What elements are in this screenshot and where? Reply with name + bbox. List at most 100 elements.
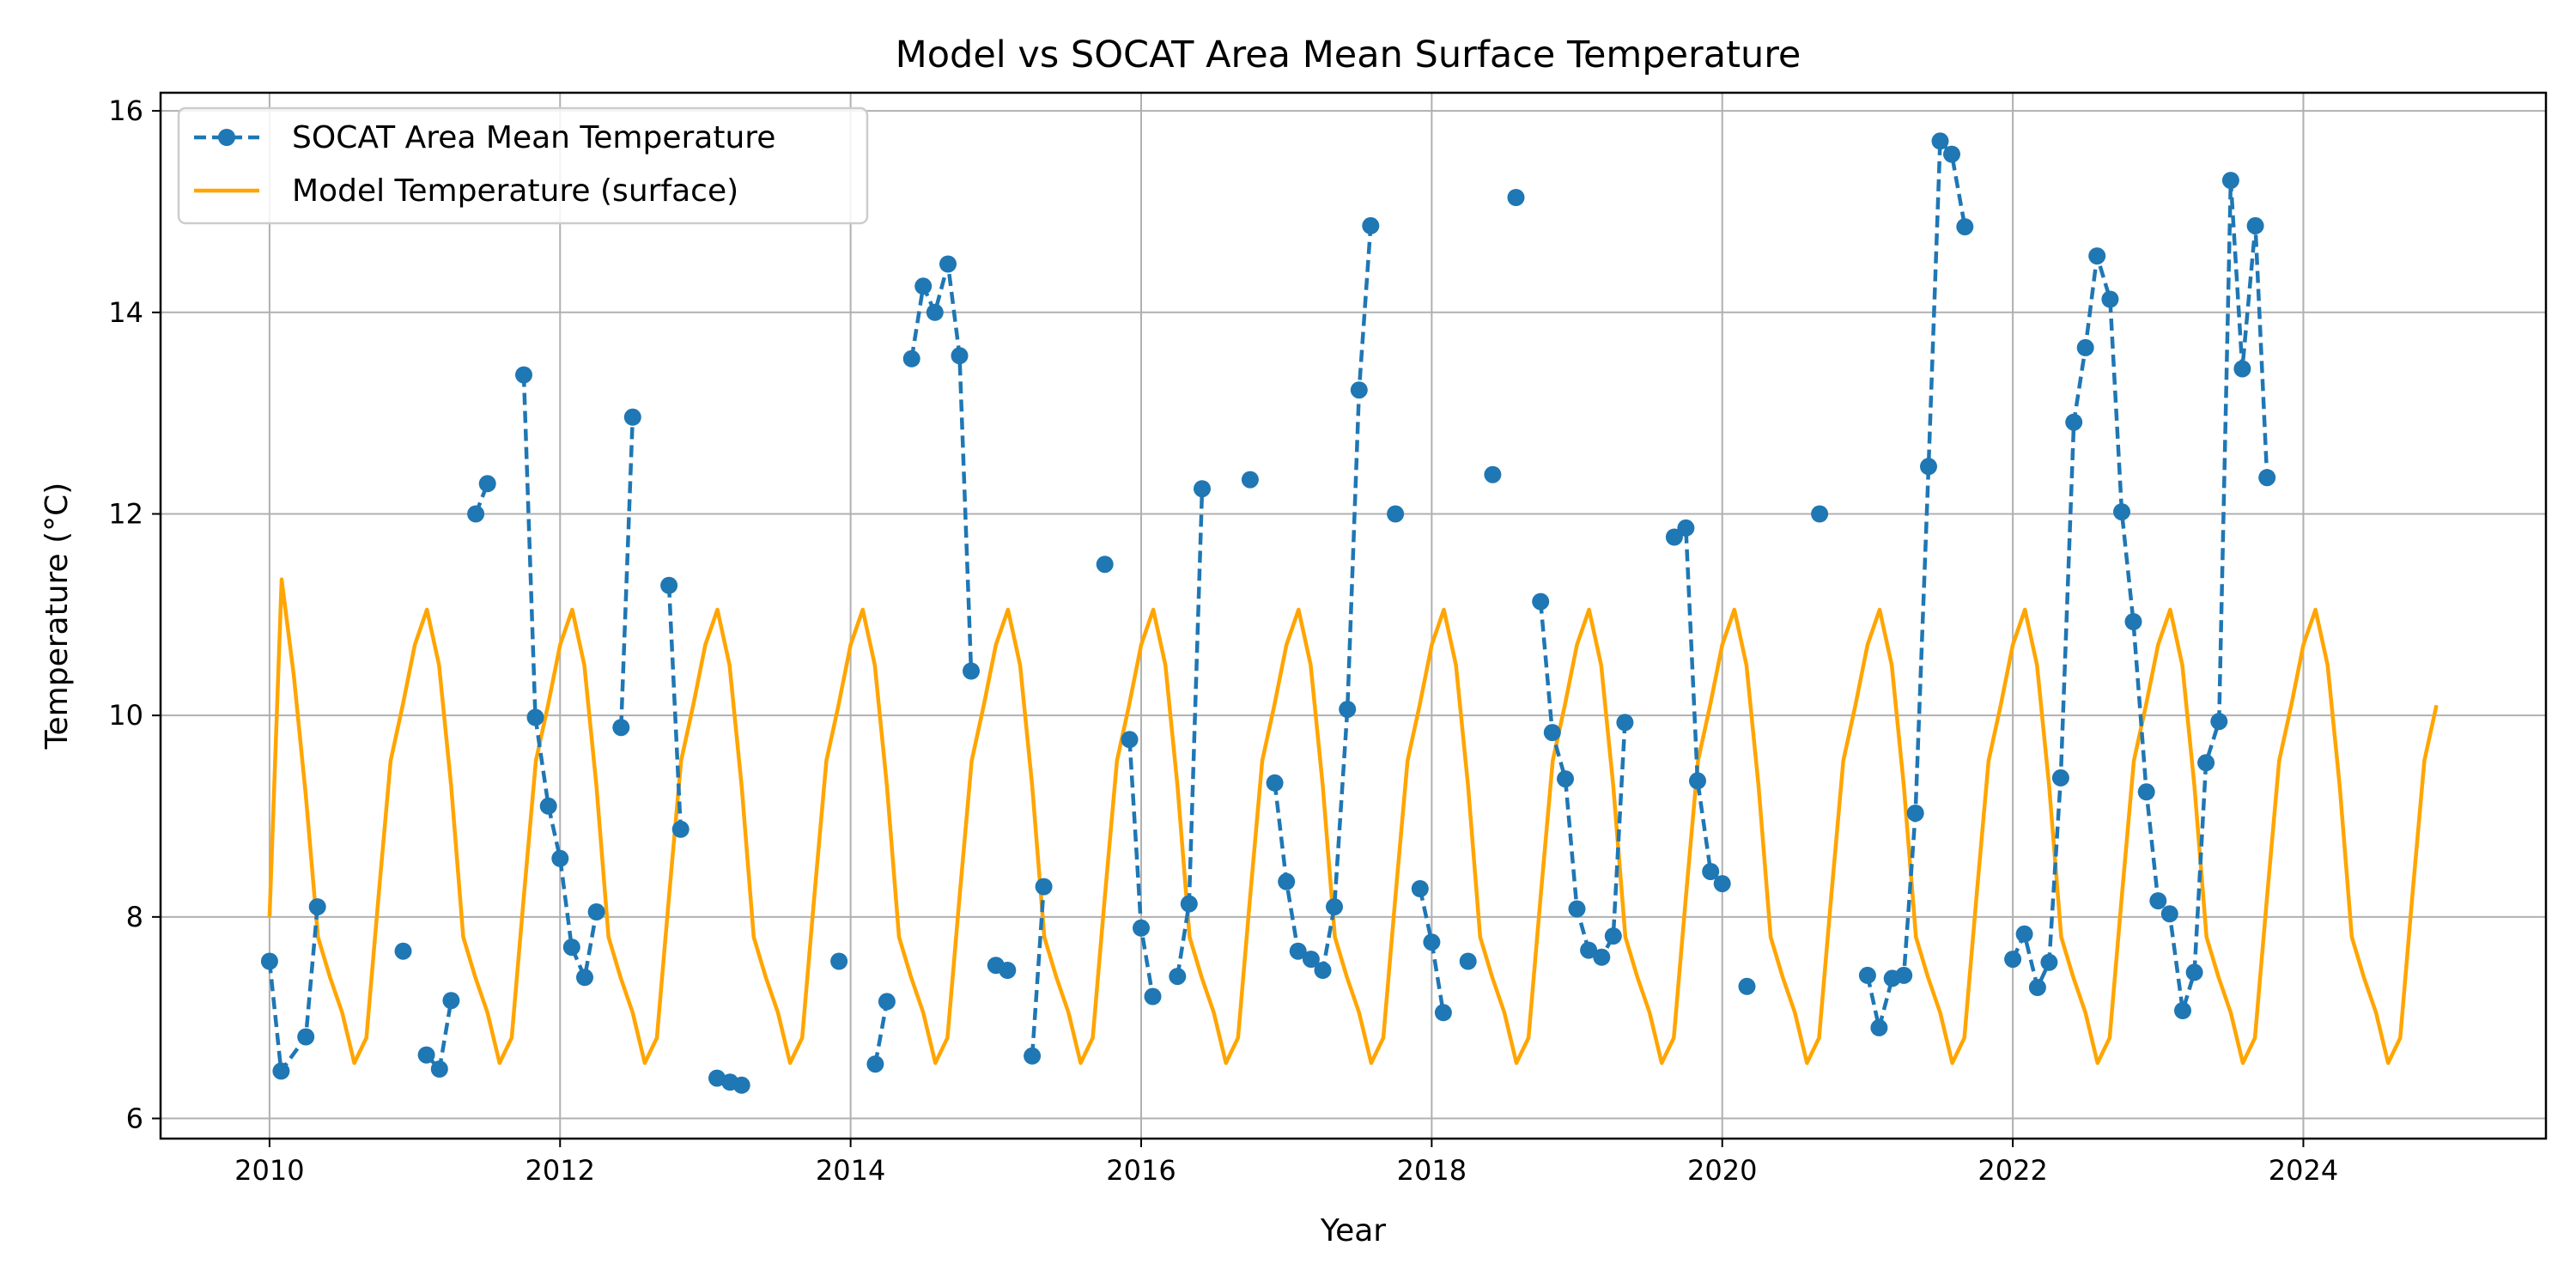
socat-point — [2004, 951, 2022, 969]
socat-point — [272, 1062, 290, 1080]
socat-point — [2185, 963, 2203, 981]
legend-box — [177, 106, 869, 225]
socat-point — [1096, 556, 1114, 574]
socat-point — [1895, 966, 1913, 984]
socat-point — [732, 1076, 750, 1094]
chart-title: Model vs SOCAT Area Mean Surface Tempera… — [896, 33, 1801, 76]
socat-point — [442, 992, 460, 1010]
legend-model-label: Model Temperature (surface) — [292, 173, 738, 209]
socat-point — [1423, 933, 1441, 951]
socat-point — [1738, 977, 1756, 995]
socat-point — [1314, 962, 1332, 979]
legend-socat-label: SOCAT Area Mean Temperature — [292, 120, 775, 155]
y-tick-label: 16 — [108, 94, 143, 127]
socat-point — [866, 1055, 884, 1073]
x-tick-label: 2014 — [816, 1154, 885, 1187]
socat-point — [939, 255, 957, 273]
socat-line-segment — [619, 416, 635, 728]
y-tick-label: 14 — [108, 296, 143, 329]
socat-point — [623, 408, 641, 426]
socat-point — [1858, 966, 1876, 984]
socat-point — [1387, 505, 1405, 523]
socat-point — [2258, 469, 2276, 487]
y-tick-label: 10 — [108, 699, 143, 732]
x-tick-label: 2016 — [1106, 1154, 1176, 1187]
y-tick-label: 8 — [126, 901, 143, 933]
socat-point — [1339, 701, 1357, 719]
x-tick-label: 2018 — [1397, 1154, 1467, 1187]
socat-point — [1811, 505, 1829, 523]
y-tick-label: 6 — [126, 1103, 143, 1135]
socat-point — [1943, 145, 1960, 163]
socat-point — [1956, 218, 1974, 236]
socat-point — [2028, 979, 2046, 996]
socat-point — [2246, 216, 2264, 234]
socat-point — [467, 505, 485, 523]
plot-area-frame — [159, 91, 2548, 1140]
socat-point — [2113, 503, 2130, 521]
x-tick-label: 2020 — [1687, 1154, 1757, 1187]
socat-point — [2137, 783, 2155, 801]
socat-point — [902, 349, 920, 368]
socat-point — [2174, 1002, 2191, 1019]
socat-point — [951, 347, 969, 365]
socat-point — [1507, 189, 1525, 206]
socat-line-segment — [1030, 886, 1046, 1056]
socat-point — [1484, 465, 1502, 483]
socat-point — [612, 719, 630, 737]
axis-ticks: 2010 2012 2014 2016 2018 2020 2022 2024 6 8 10 12 14… — [108, 94, 2338, 1187]
socat-point — [1557, 770, 1574, 788]
socat-point — [1024, 1047, 1042, 1065]
socat-point — [1302, 951, 1320, 969]
socat-point — [1702, 863, 1720, 880]
socat-point — [914, 277, 933, 295]
socat-point — [1241, 471, 1259, 489]
socat-point — [417, 1046, 435, 1064]
model-series — [267, 577, 2439, 1066]
socat-point — [1180, 895, 1198, 913]
model-line — [267, 577, 2439, 1066]
x-tick-label: 2010 — [234, 1154, 304, 1187]
socat-point — [1411, 880, 1429, 897]
socat-point — [1326, 898, 1343, 916]
socat-line-segment — [873, 1000, 890, 1065]
socat-point — [830, 952, 848, 970]
socat-point — [308, 898, 326, 916]
socat-point — [1931, 132, 1949, 150]
legend: SOCAT Area Mean Temperature Model Temper… — [177, 106, 869, 225]
socat-point — [2040, 953, 2058, 971]
socat-point — [1266, 774, 1284, 792]
socat-point — [2160, 905, 2178, 923]
socat-point — [2088, 247, 2106, 265]
socat-point — [963, 662, 980, 680]
socat-point — [394, 942, 412, 960]
socat-point — [2210, 713, 2228, 731]
y-tick-label: 12 — [108, 497, 143, 530]
x-tick-label: 2022 — [1978, 1154, 2047, 1187]
socat-point — [1350, 381, 1368, 399]
x-tick-label: 2012 — [526, 1154, 595, 1187]
socat-point — [2221, 172, 2239, 190]
socat-point — [1278, 872, 1296, 890]
socat-point — [539, 797, 557, 815]
x-axis-title: Year — [1320, 1213, 1386, 1249]
socat-series — [260, 132, 2276, 1094]
socat-point — [1194, 480, 1211, 498]
socat-point — [515, 366, 532, 384]
socat-point — [2124, 613, 2142, 630]
socat-point — [2149, 892, 2167, 910]
socat-point — [1604, 927, 1622, 945]
socat-point — [1035, 878, 1053, 896]
socat-point — [1133, 919, 1150, 937]
socat-point — [1593, 948, 1611, 966]
socat-point — [1532, 592, 1550, 611]
socat-line-segment — [2011, 178, 2269, 1013]
socat-line-segment — [267, 906, 319, 1073]
socat-point — [1169, 968, 1187, 986]
socat-point — [1144, 987, 1162, 1005]
socat-point — [1543, 724, 1561, 742]
socat-point — [260, 952, 278, 970]
socat-point — [430, 1060, 448, 1078]
socat-point — [1459, 952, 1477, 970]
